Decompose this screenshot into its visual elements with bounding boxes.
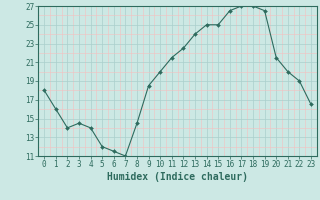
X-axis label: Humidex (Indice chaleur): Humidex (Indice chaleur) [107,172,248,182]
